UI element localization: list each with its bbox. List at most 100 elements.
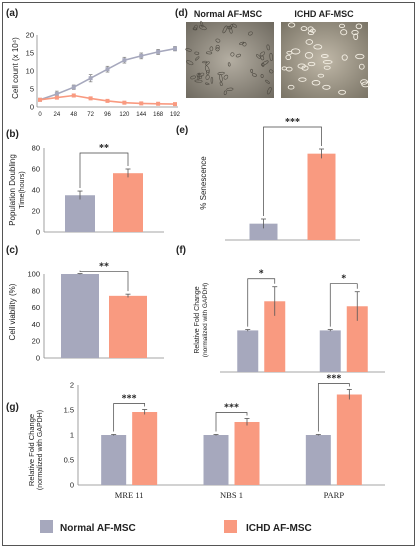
- data-point-normal: [88, 76, 93, 81]
- y-tick-label: 0.5: [64, 456, 74, 465]
- figure-frame: [2, 2, 415, 546]
- cell-shape: [341, 54, 348, 61]
- cell-shape: [232, 23, 237, 28]
- y-tick-label: 100: [27, 270, 40, 279]
- cell-shape: [269, 69, 274, 74]
- cell-shape: [190, 75, 196, 80]
- panel-label-g: (g): [6, 402, 19, 413]
- data-point-ichd: [173, 102, 177, 107]
- cell-shape: [261, 62, 265, 67]
- cell-shape: [320, 54, 329, 58]
- cell-shape: [355, 53, 365, 60]
- x-tick-label: 168: [153, 112, 164, 118]
- x-tick-label: 48: [70, 112, 77, 118]
- significance-marker: ***: [326, 374, 341, 385]
- cell-shape: [210, 76, 214, 84]
- cell-shape: [358, 63, 365, 70]
- micrograph-normal-label: Normal AF-MSC: [194, 9, 263, 19]
- data-point-ichd: [105, 98, 110, 103]
- data-point-ichd: [54, 95, 59, 100]
- cell-shape: [287, 22, 296, 28]
- cell-shape: [196, 73, 202, 79]
- bar-ichd: [109, 295, 147, 358]
- x-tick-label: 96: [104, 112, 111, 118]
- legend-swatch-ichd: [224, 520, 237, 533]
- y-tick-label: 60: [32, 165, 40, 174]
- significance-marker: ***: [285, 117, 300, 128]
- data-point-ichd: [71, 93, 76, 98]
- panel-c-ylabel: Cell viability (%): [8, 283, 17, 340]
- bar-normal: [249, 223, 278, 240]
- cell-shape: [300, 26, 308, 32]
- cell-shape: [252, 73, 257, 77]
- significance-bracket: [215, 412, 248, 432]
- data-point-normal: [122, 58, 127, 63]
- panel-e-ylabel: % Senescence: [199, 156, 208, 210]
- cell-shape: [239, 41, 245, 45]
- cell-shape: [313, 44, 323, 50]
- panel-label-d: (d): [175, 8, 188, 19]
- cell-shape: [317, 73, 325, 78]
- cell-shape: [195, 56, 200, 61]
- panel-label-a: (a): [6, 8, 18, 19]
- x-tick-label: 24: [54, 112, 61, 118]
- cell-shape: [307, 30, 315, 36]
- category-label: MRE 11: [115, 490, 144, 500]
- cell-shape: [185, 48, 192, 52]
- cell-shape: [222, 25, 228, 34]
- x-tick-label: 0: [38, 112, 42, 118]
- significance-bracket: [317, 383, 350, 432]
- data-point-normal: [54, 92, 59, 97]
- cell-shape: [202, 60, 208, 64]
- y-tick-label: 40: [32, 186, 40, 195]
- data-point-normal: [139, 53, 144, 58]
- y-tick-label: 0: [70, 481, 74, 490]
- cell-shape: [223, 74, 229, 80]
- cell-shape: [338, 89, 347, 95]
- cell-shape: [304, 51, 314, 59]
- cell-shape: [215, 38, 221, 43]
- cell-shape: [298, 77, 307, 82]
- y-tick-label: 40: [32, 320, 40, 329]
- cell-shape: [247, 31, 253, 36]
- significance-bracket: [263, 126, 322, 216]
- significance-marker: ***: [122, 394, 137, 405]
- cell-shape: [340, 29, 348, 36]
- x-tick-label: 192: [170, 112, 181, 118]
- series-line-normal: [39, 47, 176, 101]
- panel-b-ylabel: Population Doubling: [8, 154, 17, 226]
- cell-shape: [192, 27, 198, 31]
- panel-label-f: (f): [176, 245, 186, 256]
- cell-shape: [285, 66, 293, 72]
- significance-marker: **: [99, 143, 109, 154]
- y-tick-label: 1: [70, 431, 74, 440]
- significance-marker: *: [259, 269, 264, 280]
- significance-marker: ***: [224, 403, 239, 414]
- data-point-ichd: [156, 101, 161, 106]
- legend: Normal AF-MSC ICHD AF-MSC: [40, 520, 312, 534]
- y-tick-label: 0: [36, 354, 40, 363]
- y-tick-label: 80: [32, 144, 40, 153]
- chart-panel-f: * *: [220, 269, 385, 373]
- legend-swatch-normal: [40, 520, 53, 533]
- chart-panel-g: 0 0.5 1 1.5 2 MRE 11 *** NBS 1 *** PARP ***: [64, 374, 385, 500]
- chart-panel-e: ***: [225, 117, 360, 241]
- micrograph-ichd-label: ICHD AF-MSC: [294, 9, 354, 19]
- cell-shape: [287, 84, 295, 90]
- cell-shape: [215, 44, 220, 50]
- cell-shape: [351, 29, 359, 36]
- bar-normal: [61, 274, 99, 358]
- cell-shape: [260, 60, 269, 66]
- data-point-normal: [156, 49, 161, 54]
- category-label: PARP: [324, 490, 345, 500]
- panel-a-ylabel: Cell count (x 10⁴): [11, 37, 20, 99]
- cell-shape: [205, 74, 210, 80]
- cell-shape: [204, 65, 210, 74]
- chart-panel-a: 0 5 10 15 20 0 24 48 72 96 120 144 168 192: [26, 31, 181, 119]
- significance-bracket: [113, 403, 146, 432]
- y-tick-label: 10: [26, 67, 34, 76]
- cell-shape: [322, 59, 333, 65]
- data-point-ichd: [38, 97, 42, 102]
- data-point-ichd: [139, 101, 144, 106]
